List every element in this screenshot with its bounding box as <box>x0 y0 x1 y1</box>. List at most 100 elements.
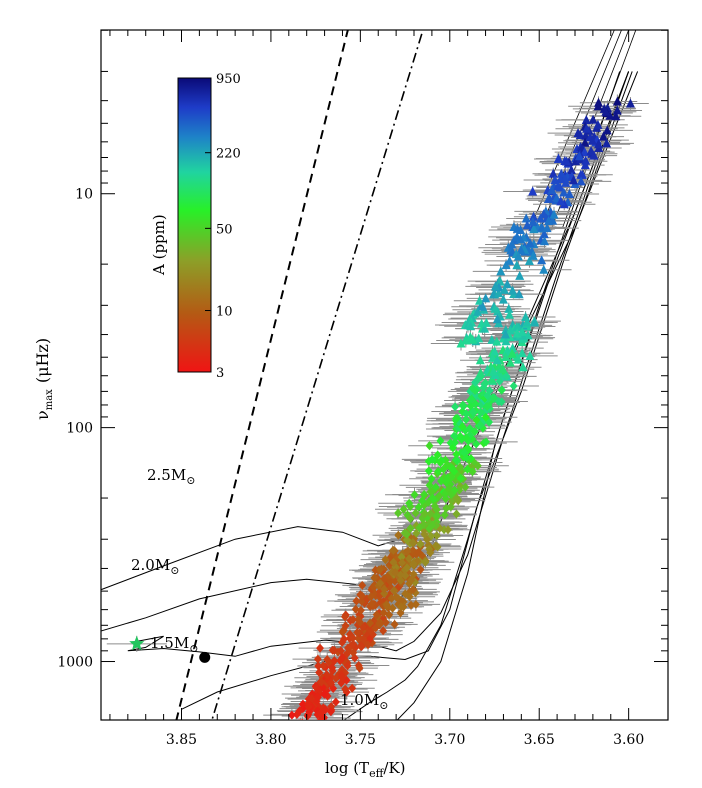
data-point-diamond <box>293 725 301 734</box>
data-point-diamond <box>451 402 460 412</box>
data-point-triangle <box>488 352 498 362</box>
data-points <box>287 96 635 756</box>
data-point-diamond <box>406 514 415 524</box>
data-point-diamond <box>433 511 442 521</box>
special-points <box>106 635 211 663</box>
data-point-triangle <box>478 301 488 311</box>
data-point-diamond <box>380 584 389 594</box>
data-point-triangle <box>514 289 524 299</box>
data-point-diamond <box>396 575 405 585</box>
data-point-diamond <box>381 617 390 627</box>
data-point-triangle <box>589 150 599 160</box>
data-point-triangle <box>586 145 596 155</box>
y-tick-label: 100 <box>66 421 93 437</box>
data-point-diamond <box>399 504 408 514</box>
data-point-diamond <box>394 530 403 540</box>
data-point-diamond <box>330 645 339 655</box>
data-point-diamond <box>331 697 340 707</box>
x-tick-label: 3.85 <box>166 732 197 748</box>
data-point-diamond <box>295 747 303 756</box>
colorbar-tick-label: 3 <box>216 366 224 381</box>
data-point-diamond <box>409 569 418 579</box>
data-point-diamond <box>300 719 302 720</box>
data-point-triangle <box>598 131 608 141</box>
data-point-diamond <box>327 702 336 712</box>
data-point-diamond <box>304 736 312 745</box>
data-point-diamond <box>416 565 425 575</box>
data-point-diamond <box>319 661 328 671</box>
data-point-triangle <box>580 160 590 170</box>
track-label-1.5: 1.5M⊙ <box>150 634 198 655</box>
data-point-diamond <box>340 634 349 644</box>
data-point-diamond <box>348 639 357 649</box>
data-point-diamond <box>295 745 303 754</box>
data-point-triangle <box>495 276 505 286</box>
data-point-diamond <box>453 456 462 466</box>
data-point-diamond <box>318 719 320 720</box>
data-point-triangle <box>588 114 598 124</box>
data-point-diamond <box>304 728 312 737</box>
data-point-diamond <box>304 698 313 708</box>
data-point-triangle <box>505 332 515 342</box>
data-point-diamond <box>314 661 323 671</box>
data-point-triangle <box>501 329 511 339</box>
data-point-diamond <box>316 643 325 653</box>
data-point-diamond <box>412 528 421 538</box>
data-point-triangle <box>537 255 547 265</box>
data-point-diamond <box>296 726 304 735</box>
data-point-triangle <box>547 185 557 195</box>
track-line <box>181 71 633 710</box>
data-point-diamond <box>341 621 350 631</box>
data-point-triangle <box>556 174 566 184</box>
data-point-triangle <box>581 155 591 165</box>
data-point-triangle <box>492 314 502 324</box>
data-point-triangle <box>540 236 550 246</box>
data-point-diamond <box>296 721 304 730</box>
data-point-diamond <box>313 654 322 664</box>
data-point-diamond <box>288 745 296 754</box>
data-point-diamond <box>450 438 459 448</box>
data-point-triangle <box>577 169 587 179</box>
data-point-triangle <box>512 322 522 332</box>
data-point-triangle <box>498 294 508 304</box>
data-point-diamond <box>407 600 416 610</box>
data-point-triangle <box>580 137 590 147</box>
data-point-diamond <box>456 432 465 442</box>
data-point-diamond <box>389 545 398 555</box>
data-point-diamond <box>471 386 480 396</box>
data-point-triangle <box>581 114 591 124</box>
data-point-diamond <box>420 529 429 539</box>
data-point-diamond <box>473 375 482 385</box>
data-point-diamond <box>320 721 328 730</box>
data-point-diamond <box>302 725 310 734</box>
data-point-diamond <box>328 663 337 673</box>
data-point-diamond <box>287 710 296 720</box>
data-point-triangle <box>499 284 509 294</box>
data-point-diamond <box>355 617 364 627</box>
green-star-marker <box>129 635 145 651</box>
data-point-diamond <box>397 552 406 562</box>
data-point-diamond <box>434 466 443 476</box>
data-point-diamond <box>300 731 308 740</box>
data-point-triangle <box>601 106 611 116</box>
data-point-diamond <box>326 707 335 717</box>
data-point-triangle <box>512 223 522 233</box>
dash-dot-boundary-line <box>211 30 424 720</box>
data-point-diamond <box>405 554 414 564</box>
data-point-diamond <box>436 458 445 468</box>
data-point-diamond <box>456 473 465 483</box>
data-point-triangle <box>528 250 538 260</box>
data-point-diamond <box>495 376 504 386</box>
data-point-diamond <box>469 407 478 417</box>
track-line <box>101 71 639 632</box>
track-labels: 2.5M⊙ 2.0M⊙ 1.5M⊙ 1.0M⊙ <box>131 466 388 712</box>
data-point-diamond <box>432 505 441 515</box>
data-point-diamond <box>472 415 481 425</box>
data-point-triangle <box>548 168 558 178</box>
x-tick-label: 3.70 <box>434 732 465 748</box>
data-point-diamond <box>437 476 446 486</box>
data-point-diamond <box>403 563 412 573</box>
data-point-triangle <box>549 209 559 219</box>
plot-frame <box>100 29 669 721</box>
data-point-diamond <box>398 558 407 568</box>
